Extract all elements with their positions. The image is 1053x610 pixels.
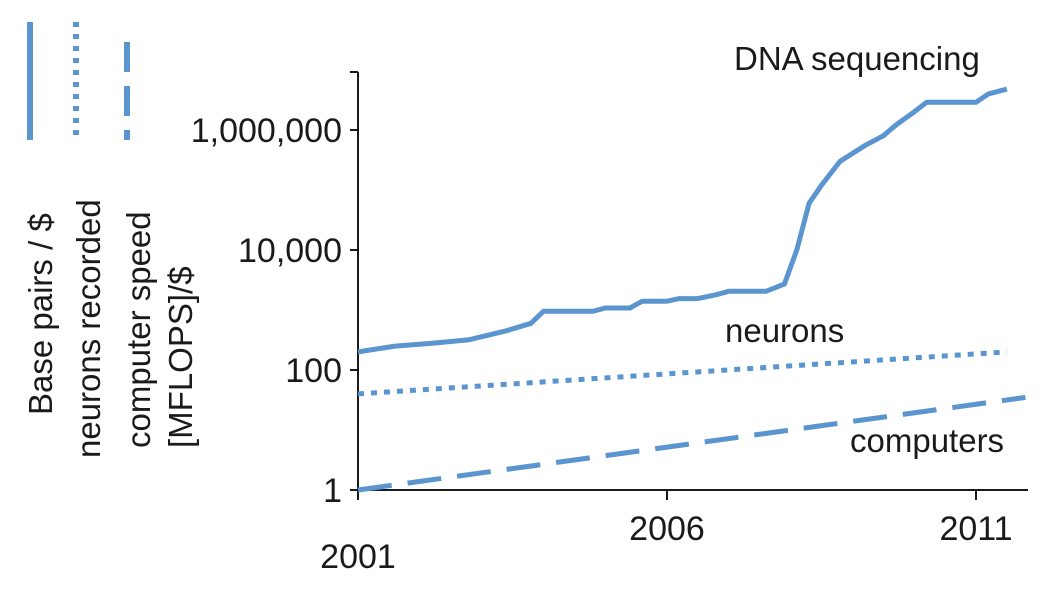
y-tick-label: 1,000,000 [191, 112, 342, 150]
series-line-dna [357, 86, 1008, 355]
series-label-dna: DNA sequencing [734, 40, 980, 77]
x-tick-label: 2006 [629, 510, 705, 548]
series-line-computers [357, 394, 1026, 493]
x-tick-label: 2001 [320, 538, 396, 576]
x-ticks: 2001 2006 2011 [320, 490, 1013, 576]
legend-computers-label-line1: computer speed [120, 211, 157, 448]
y-tick-label: 1 [323, 472, 342, 510]
series-lines [357, 86, 1026, 493]
legend: Base pairs / $ neurons recorded computer… [22, 22, 199, 458]
series-line-neurons [357, 349, 1008, 397]
legend-dna-label: Base pairs / $ [22, 213, 59, 415]
y-ticks: 1 100 10,000 1,000,000 [191, 71, 358, 510]
axes [357, 72, 1028, 491]
series-label-neurons: neurons [725, 312, 844, 349]
legend-neurons-label: neurons recorded [70, 199, 107, 458]
x-tick-label: 2011 [939, 510, 1012, 548]
series-label-computers: computers [850, 422, 1004, 459]
legend-computers-label-line2: [MFLOPS]/$ [162, 266, 199, 448]
y-tick-label: 100 [285, 352, 342, 390]
y-tick-label: 10,000 [238, 232, 342, 270]
